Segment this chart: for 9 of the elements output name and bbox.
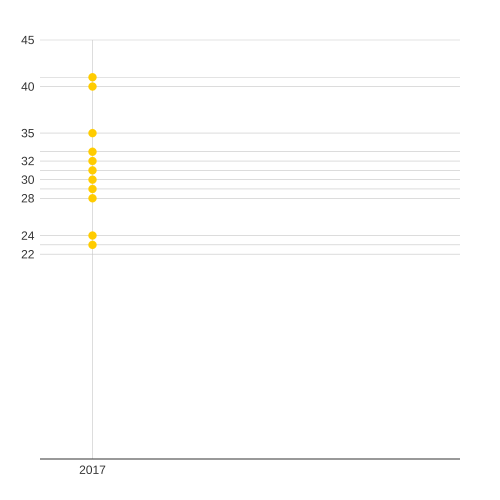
y-tick-label: 28 <box>22 194 34 203</box>
y-tick-label: 45 <box>21 36 34 44</box>
y-tick-label: 30 <box>22 175 34 184</box>
y-tick-label: 32 <box>22 156 34 166</box>
y-tick-label: 24 <box>22 231 34 240</box>
y-tick-label: 22 <box>22 250 34 258</box>
y-tick-label: 35 <box>22 128 34 138</box>
y-tick-label: 40 <box>21 82 34 91</box>
x-tick-label: 2017 <box>80 466 106 474</box>
